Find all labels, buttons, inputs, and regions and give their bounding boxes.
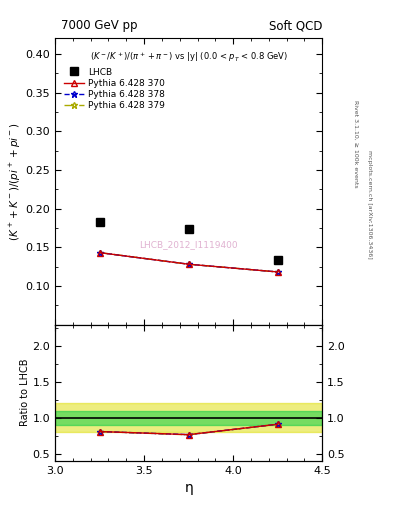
Legend: LHCB, Pythia 6.428 370, Pythia 6.428 378, Pythia 6.428 379: LHCB, Pythia 6.428 370, Pythia 6.428 378… <box>62 66 167 112</box>
Text: mcplots.cern.ch [arXiv:1306.3436]: mcplots.cern.ch [arXiv:1306.3436] <box>367 151 372 259</box>
Text: LHCB_2012_I1119400: LHCB_2012_I1119400 <box>140 240 238 249</box>
Bar <box>55 411 322 425</box>
Y-axis label: Ratio to LHCB: Ratio to LHCB <box>20 359 29 426</box>
Text: Soft QCD: Soft QCD <box>269 19 322 32</box>
Y-axis label: $(K^+ + K^-)/(pi^+ + pi^-)$: $(K^+ + K^-)/(pi^+ + pi^-)$ <box>7 122 23 241</box>
Bar <box>55 403 322 432</box>
Text: 7000 GeV pp: 7000 GeV pp <box>61 19 138 32</box>
X-axis label: η: η <box>184 481 193 495</box>
Text: $(K^-/K^+)/(\pi^++\pi^-)$ vs |y| (0.0 < $p_T$ < 0.8 GeV): $(K^-/K^+)/(\pi^++\pi^-)$ vs |y| (0.0 < … <box>90 50 288 63</box>
Text: Rivet 3.1.10, ≥ 100k events: Rivet 3.1.10, ≥ 100k events <box>353 99 358 187</box>
